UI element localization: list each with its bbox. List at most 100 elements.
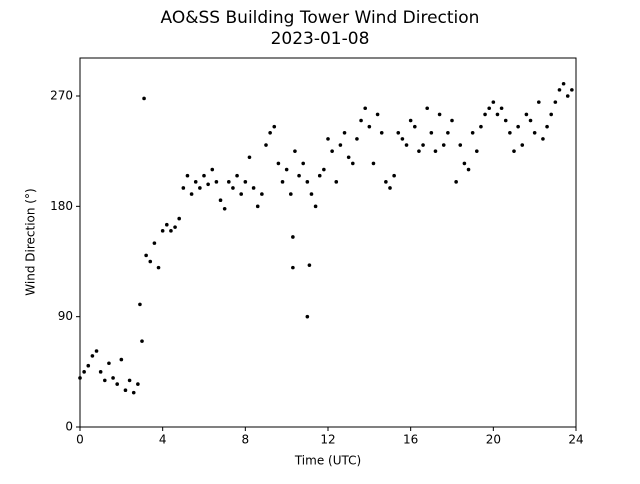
point: [297, 173, 301, 178]
point: [218, 198, 223, 203]
point: [301, 161, 306, 166]
point: [475, 149, 479, 153]
point: [334, 180, 339, 184]
point: [111, 376, 115, 380]
point: [549, 112, 553, 117]
x-tick-label: 4: [159, 433, 167, 447]
point: [503, 118, 508, 123]
point: [561, 81, 566, 86]
point: [375, 112, 380, 117]
point: [541, 137, 545, 141]
point: [570, 88, 574, 92]
point: [537, 100, 541, 104]
point: [532, 130, 537, 135]
point: [202, 173, 206, 178]
x-tick-label: 16: [403, 433, 418, 447]
point: [177, 216, 181, 221]
x-tick-label: 20: [486, 433, 501, 447]
point: [131, 390, 136, 395]
point: [499, 106, 504, 111]
point: [293, 149, 297, 153]
point: [90, 354, 95, 358]
point: [309, 192, 314, 196]
point: [458, 143, 463, 147]
point: [272, 124, 277, 129]
point: [408, 118, 413, 123]
point: [140, 339, 144, 343]
point: [545, 124, 549, 129]
point: [520, 143, 525, 147]
point: [165, 222, 169, 227]
point: [371, 161, 376, 166]
point: [305, 180, 310, 184]
point: [243, 180, 248, 184]
point: [103, 378, 107, 383]
point: [214, 180, 219, 184]
point: [400, 137, 405, 141]
point: [450, 118, 454, 123]
point: [206, 182, 210, 187]
point: [359, 118, 363, 123]
point: [429, 130, 434, 135]
point: [483, 112, 487, 117]
point: [185, 173, 190, 178]
point: [330, 149, 334, 153]
y-tick-label: 180: [50, 199, 73, 213]
point: [86, 363, 91, 368]
point: [441, 143, 446, 147]
point: [351, 161, 355, 166]
point: [384, 180, 388, 184]
point: [107, 361, 111, 366]
point: [338, 143, 343, 147]
point: [142, 96, 146, 101]
point: [255, 204, 260, 209]
point: [291, 235, 295, 239]
y-tick-label: 270: [50, 89, 73, 103]
point: [268, 130, 272, 135]
point: [524, 112, 529, 117]
point: [144, 253, 148, 258]
point: [495, 112, 500, 117]
chart-title: AO&SS Building Tower Wind Direction: [161, 8, 480, 28]
point: [413, 124, 417, 129]
point: [98, 370, 103, 374]
point: [433, 149, 438, 153]
point: [487, 106, 492, 111]
point: [123, 388, 128, 393]
point: [169, 229, 173, 233]
y-tick-label: 0: [65, 420, 73, 434]
point: [138, 302, 142, 307]
x-tick-label: 24: [568, 433, 583, 447]
x-tick-label: 0: [76, 433, 84, 447]
point: [189, 192, 194, 196]
point: [291, 265, 295, 270]
point: [210, 167, 215, 172]
point: [160, 229, 165, 233]
point: [322, 167, 326, 172]
point: [355, 137, 359, 141]
point: [516, 124, 520, 129]
point: [342, 130, 347, 135]
point: [557, 88, 562, 92]
point: [222, 206, 227, 211]
point: [446, 130, 450, 135]
point: [235, 173, 239, 178]
point: [94, 349, 99, 353]
point: [363, 106, 368, 111]
point: [317, 173, 322, 178]
y-tick-label: 90: [58, 309, 73, 323]
point: [367, 124, 372, 129]
point: [289, 192, 293, 196]
point: [346, 155, 351, 160]
point: [313, 204, 318, 209]
x-axis-label: Time (UTC): [294, 454, 361, 468]
chart-subtitle: 2023-01-08: [271, 29, 370, 49]
point: [396, 130, 401, 135]
point: [392, 173, 396, 178]
point: [156, 265, 161, 270]
point: [247, 155, 252, 160]
point: [231, 186, 235, 190]
point: [173, 225, 177, 229]
point: [280, 180, 285, 184]
